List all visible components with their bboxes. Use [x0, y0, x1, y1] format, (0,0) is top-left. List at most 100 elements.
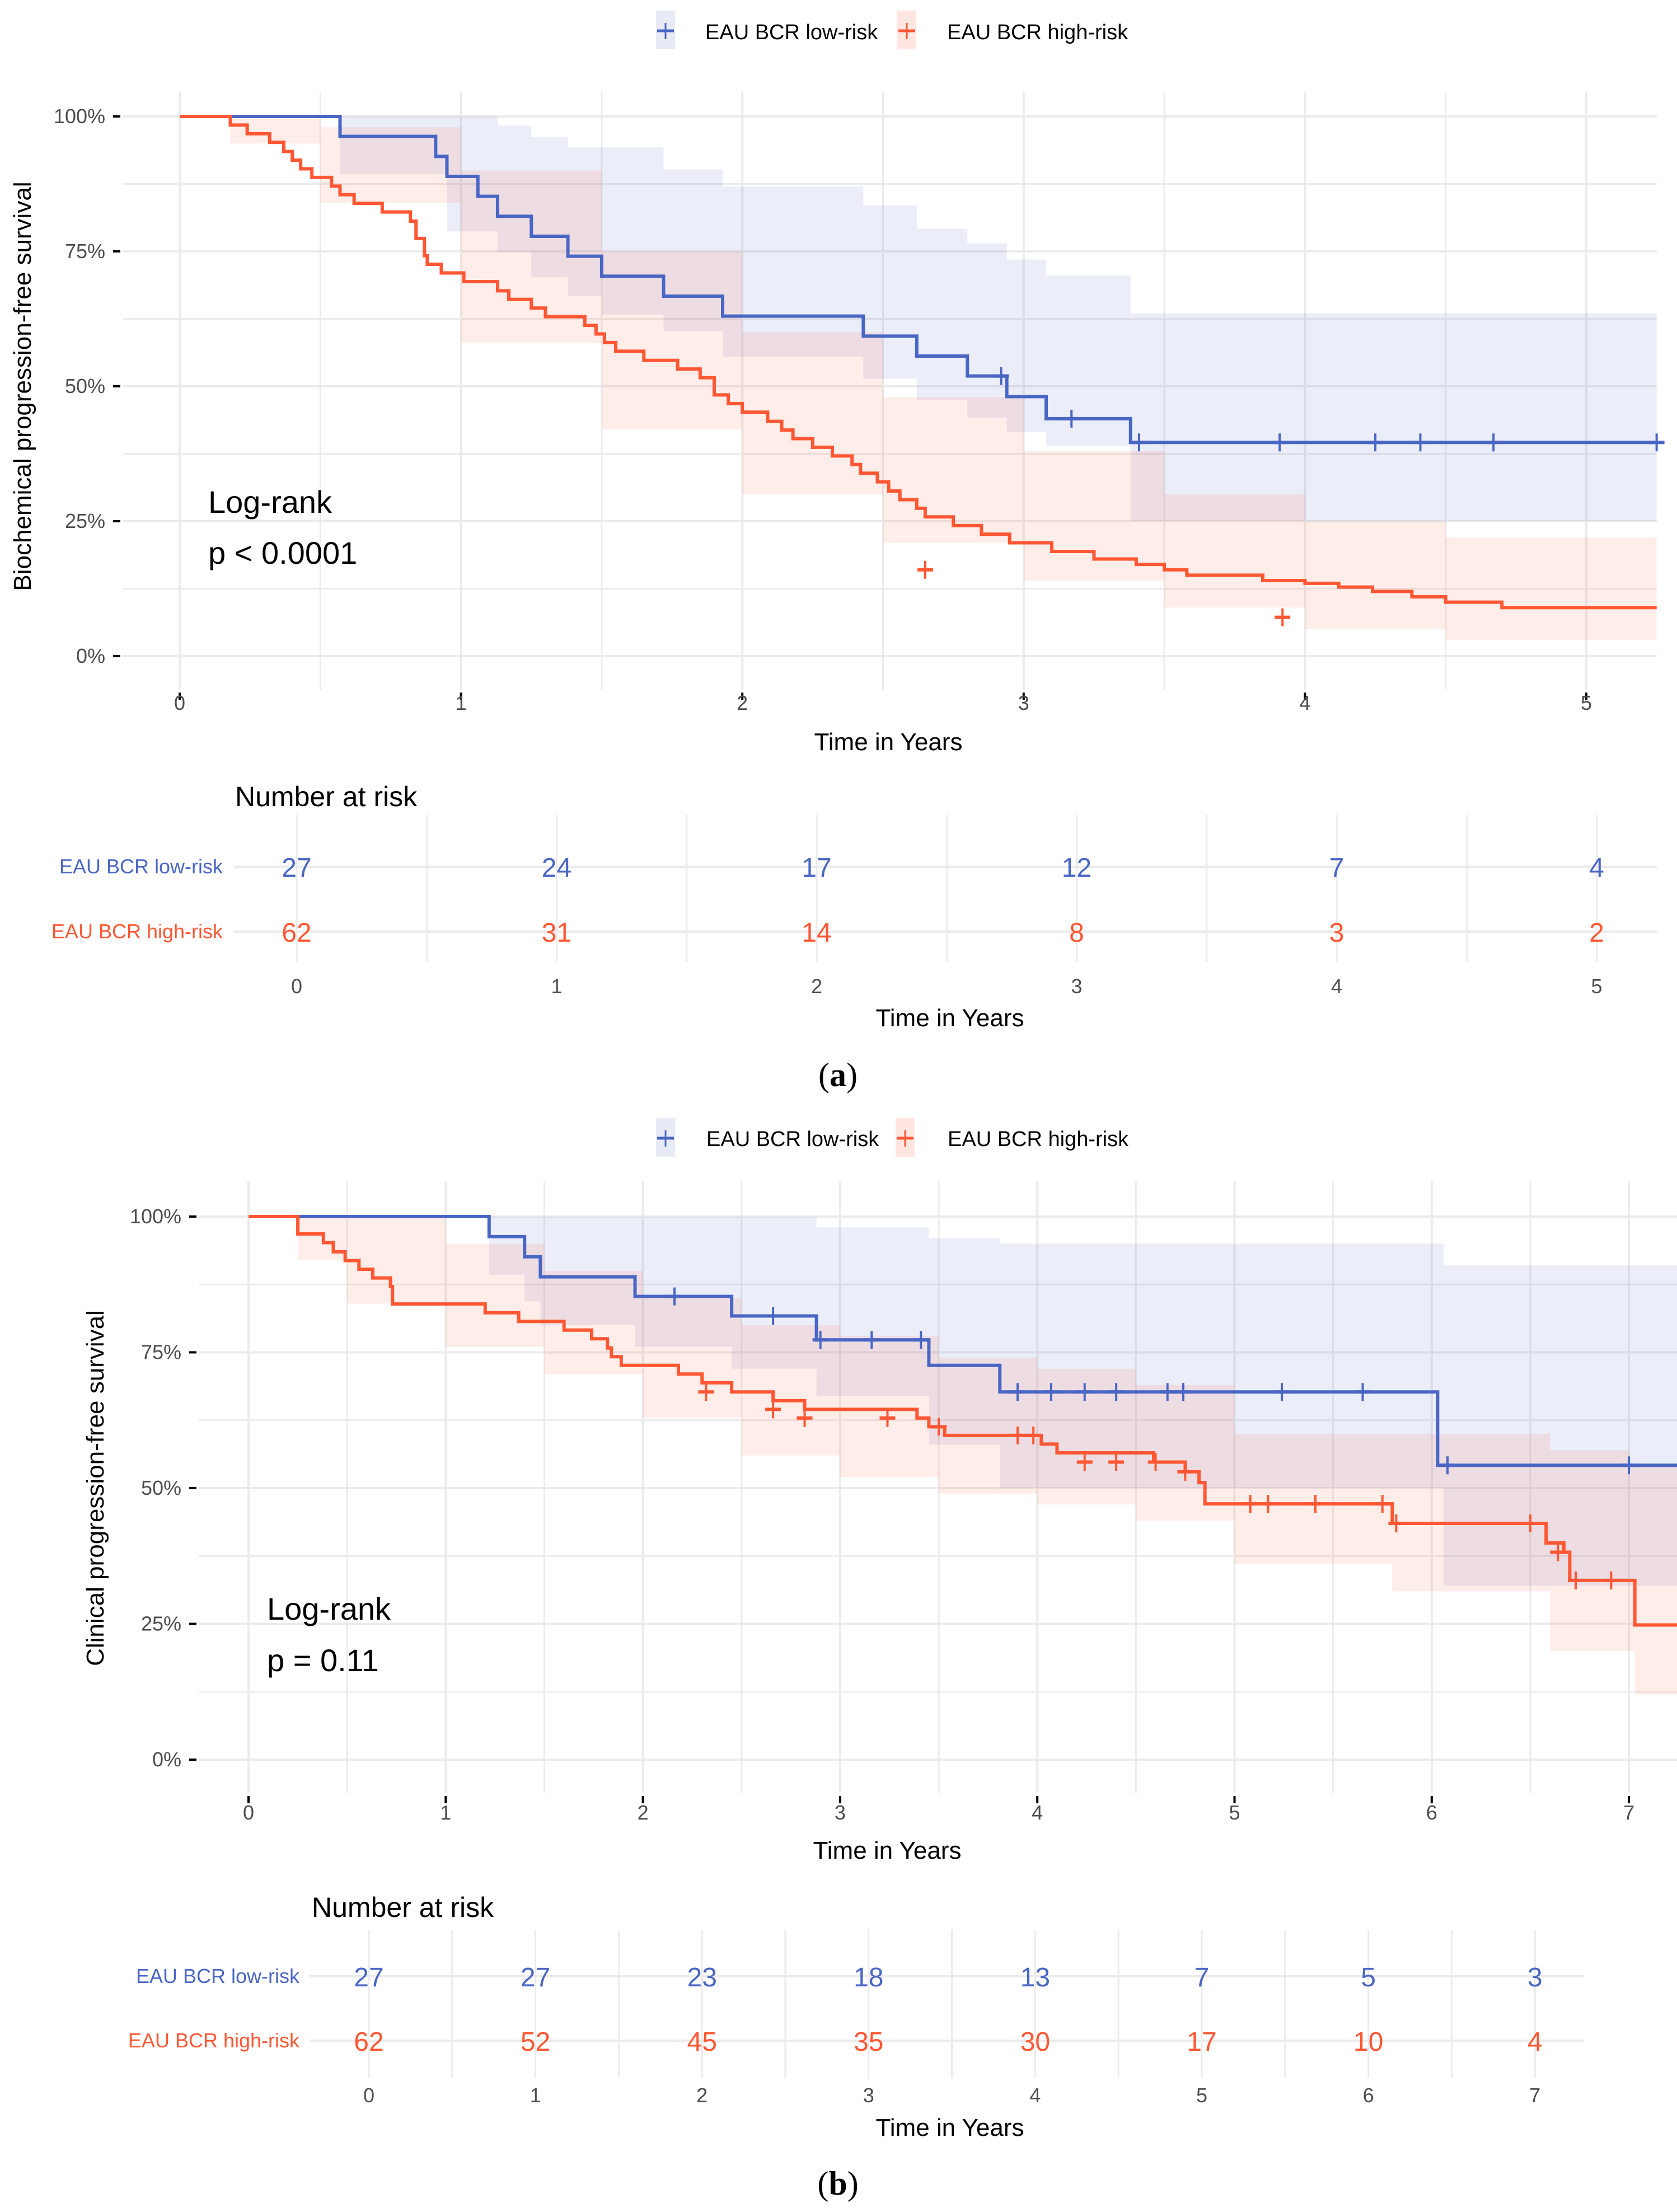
censor-mark-high — [1147, 1453, 1164, 1471]
censor-mark-high — [879, 1409, 896, 1427]
censor-mark-low — [1009, 1383, 1025, 1401]
risk-count: 7 — [1194, 1963, 1210, 1993]
grid-b — [199, 1181, 1677, 1793]
risk-count: 31 — [542, 918, 572, 948]
censor-mark-high — [1275, 608, 1291, 626]
caption-letter-b: b — [828, 2165, 847, 2202]
x-tick-label: 2 — [737, 691, 748, 714]
censor-mark-high — [1374, 1495, 1390, 1513]
legend-label-low: EAU BCR low-risk — [705, 21, 878, 44]
censor-mark-high — [1009, 1426, 1025, 1444]
risk-table-title-b: Number at risk — [312, 1892, 494, 1923]
censor-mark-high — [765, 1400, 781, 1419]
risk-count: 27 — [521, 1963, 550, 1993]
risk-count: 30 — [1020, 2027, 1050, 2057]
legend-label-low: EAU BCR low-risk — [706, 1128, 879, 1151]
y-tick-label: 0% — [76, 644, 105, 667]
x-tick-label: 0 — [174, 691, 185, 714]
y-tick-label: 50% — [141, 1476, 181, 1499]
survival-curve-low — [249, 1215, 1677, 1467]
risk-count: 27 — [354, 1963, 383, 1993]
legend-a: EAU BCR low-risk EAU BCR high-risk — [656, 11, 1128, 49]
x-tick-label: 4 — [1299, 691, 1310, 714]
censor-mark-high — [797, 1409, 813, 1427]
censor-mark-low — [1043, 1383, 1059, 1401]
y-tick-label: 75% — [65, 240, 105, 263]
x-tick-label: 7 — [1623, 1801, 1634, 1824]
x-tick-label: 1 — [456, 691, 467, 714]
survival-curves-b — [249, 1215, 1677, 1627]
risk-x-tick-label: 5 — [1591, 975, 1602, 998]
censor-mark-low — [666, 1287, 682, 1306]
censor-mark-low — [1272, 433, 1288, 452]
x-tick-label: 4 — [1032, 1801, 1043, 1824]
risk-x-tick-label: 5 — [1196, 2084, 1207, 2107]
censor-mark-low — [1076, 1383, 1093, 1401]
survival-curves-a — [180, 115, 1657, 610]
survival-curve-high — [249, 1215, 1677, 1627]
risk-count: 14 — [802, 918, 831, 948]
logrank-label-b: Log-rank — [267, 1591, 391, 1626]
censor-mark-low — [1367, 433, 1384, 452]
censor-mark-low — [1648, 433, 1665, 452]
y-axis-title-b: Clinical progression-free survival — [82, 1310, 109, 1666]
y-tick-label: 50% — [65, 375, 105, 397]
censor-mark-low — [864, 1331, 880, 1349]
risk-count: 13 — [1020, 1963, 1050, 1993]
ci-band-low — [180, 116, 1657, 521]
risk-x-tick-label: 4 — [1331, 975, 1342, 998]
y-tick-label: 25% — [141, 1612, 181, 1635]
risk-table-xlabel-a: Time in Years — [876, 1004, 1024, 1032]
censor-mark-high — [1550, 1543, 1566, 1561]
risk-count: 52 — [521, 2027, 550, 2057]
legend-label-high: EAU BCR high-risk — [947, 21, 1128, 44]
risk-x-tick-label: 4 — [1029, 2084, 1041, 2107]
x-axis-title-a: Time in Years — [814, 728, 963, 756]
risk-count: 3 — [1329, 918, 1345, 948]
risk-strata-label: EAU BCR low-risk — [59, 855, 223, 878]
risk-count: 4 — [1589, 853, 1604, 883]
logrank-label-a: Log-rank — [208, 484, 332, 520]
censor-mark-high — [1108, 1453, 1125, 1471]
censor-mark-low — [1621, 1456, 1637, 1475]
caption-b: (b) — [817, 2165, 858, 2202]
risk-count: 17 — [1187, 2027, 1216, 2057]
panel-a: EAU BCR low-risk EAU BCR high-risk 0% 25%… — [9, 11, 1665, 1093]
censor-mark-high — [1076, 1453, 1093, 1471]
censor-mark-low — [1159, 1383, 1175, 1401]
censor-mark-high — [931, 1418, 947, 1436]
risk-count: 23 — [687, 1963, 717, 1993]
survival-curve-low — [180, 115, 1657, 445]
x-tick-label: 2 — [638, 1801, 649, 1824]
risk-x-tick-label: 3 — [1071, 975, 1082, 998]
risk-count: 5 — [1361, 1963, 1376, 1993]
caption-a: (a) — [818, 1056, 858, 1093]
censor-mark-high — [1388, 1514, 1404, 1533]
risk-x-tick-label: 0 — [291, 975, 302, 998]
risk-count: 62 — [282, 918, 311, 948]
censor-mark-high — [1307, 1495, 1323, 1513]
x-axis-title-b: Time in Years — [813, 1837, 962, 1864]
axes-a: 0% 25% 50% 75% 100% 0 1 2 3 4 5 — [54, 105, 1592, 714]
panel-b: EAU BCR low-risk EAU BCR high-risk 0% 25%… — [82, 1118, 1677, 2202]
censor-mark-low — [1131, 433, 1147, 452]
risk-count: 3 — [1528, 1963, 1543, 1993]
x-tick-label: 1 — [440, 1801, 451, 1824]
censor-mark-high — [1025, 1426, 1042, 1444]
legend-b: EAU BCR low-risk EAU BCR high-risk — [656, 1118, 1129, 1157]
survival-curve-high — [180, 115, 1657, 610]
censor-mark-low — [1412, 433, 1428, 452]
censor-marks-a — [917, 367, 1665, 626]
x-tick-label: 3 — [835, 1801, 846, 1824]
y-tick-label: 100% — [130, 1205, 181, 1228]
risk-x-tick-label: 6 — [1363, 2084, 1374, 2107]
risk-count: 24 — [542, 853, 572, 883]
censor-mark-high — [1260, 1495, 1276, 1513]
legend-label-high: EAU BCR high-risk — [948, 1128, 1129, 1151]
risk-strata-label: EAU BCR high-risk — [128, 2029, 300, 2052]
risk-count: 27 — [282, 853, 311, 883]
x-tick-label: 6 — [1426, 1801, 1437, 1824]
censor-mark-low — [1355, 1383, 1371, 1401]
